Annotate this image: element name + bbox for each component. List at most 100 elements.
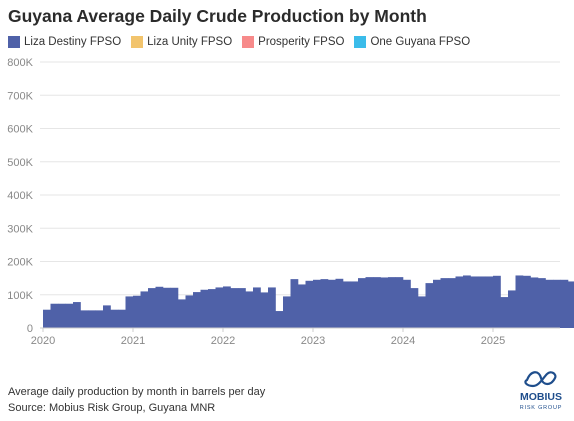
- area-segment: [380, 277, 389, 328]
- area-segment: [395, 277, 404, 328]
- area-segment: [515, 275, 524, 328]
- area-segment: [410, 288, 419, 328]
- footer-note: Average daily production by month in bar…: [8, 386, 266, 398]
- area-segment: [245, 291, 254, 328]
- area-segment: [73, 302, 81, 328]
- area-segment: [208, 289, 216, 328]
- legend-item-liza-unity[interactable]: Liza Unity FPSO: [131, 36, 232, 48]
- area-segment: [433, 279, 441, 328]
- area-segment: [320, 279, 329, 328]
- y-tick-label: 600K: [7, 124, 33, 136]
- x-axis: 2020 2021 2022 2023 2024 2025: [31, 327, 560, 347]
- area-segment: [103, 305, 111, 328]
- area-segment: [170, 287, 179, 328]
- area-segment: [523, 275, 531, 328]
- area-segment: [448, 278, 456, 328]
- chart-title: Guyana Average Daily Crude Production by…: [8, 6, 427, 26]
- y-tick-label: 500K: [7, 157, 33, 169]
- area-segment: [568, 281, 574, 328]
- area-segment: [185, 295, 194, 328]
- x-tick-label: 2025: [481, 335, 505, 347]
- x-tick-label: 2020: [31, 335, 55, 347]
- area-segment: [230, 288, 239, 328]
- area-segment: [298, 284, 306, 328]
- area-segment: [560, 279, 569, 328]
- area-segment: [133, 295, 141, 328]
- area-segment: [163, 287, 171, 328]
- area-segment: [538, 278, 546, 328]
- area-segment: [425, 283, 434, 328]
- area-segment: [313, 279, 321, 328]
- y-tick-label: 700K: [7, 90, 33, 102]
- logo-subtitle: RISK GROUP: [520, 405, 563, 411]
- y-tick-label: 400K: [7, 190, 33, 202]
- area-segment: [80, 310, 89, 328]
- area-segment: [43, 309, 51, 328]
- area-segment: [485, 276, 494, 328]
- area-segment: [223, 286, 231, 328]
- legend-label-liza-destiny: Liza Destiny FPSO: [24, 36, 122, 48]
- area-segment: [178, 299, 186, 328]
- chart-legend: Liza Destiny FPSO Liza Unity FPSO Prospe…: [8, 36, 470, 48]
- area-segment: [403, 279, 411, 328]
- area-segment: [118, 309, 126, 328]
- y-tick-label: 0: [27, 323, 33, 335]
- y-tick-label: 800K: [7, 57, 33, 69]
- area-segment: [140, 291, 149, 328]
- footer-source: Source: Mobius Risk Group, Guyana MNR: [8, 402, 216, 414]
- area-segment: [350, 281, 359, 328]
- x-tick-label: 2024: [391, 335, 415, 347]
- logo-name: MOBIUS: [520, 391, 562, 403]
- legend-item-prosperity[interactable]: Prosperity FPSO: [242, 36, 344, 48]
- area-segment: [335, 278, 344, 328]
- legend-item-liza-destiny[interactable]: Liza Destiny FPSO: [8, 36, 121, 48]
- area-segment: [530, 277, 539, 328]
- legend-swatch-liza-destiny: [8, 36, 20, 48]
- area-segment: [50, 303, 59, 328]
- area-segment: [478, 276, 486, 328]
- area-segment: [193, 292, 201, 328]
- legend-label-liza-unity: Liza Unity FPSO: [147, 36, 233, 48]
- series-areas: [43, 275, 574, 328]
- area-segment: [493, 275, 501, 328]
- y-axis: 0 100K 200K 300K 400K 500K 600K 700K 800K: [7, 57, 33, 335]
- legend-swatch-prosperity: [242, 36, 255, 48]
- area-segment: [418, 296, 426, 328]
- area-segment: [343, 281, 351, 328]
- area-segment: [110, 309, 119, 328]
- y-tick-label: 200K: [7, 257, 33, 269]
- area-segment: [65, 303, 74, 328]
- area-segment: [508, 290, 516, 328]
- area-segment: [328, 279, 336, 328]
- area-segment: [148, 288, 156, 328]
- area-segment: [155, 286, 164, 328]
- area-segment: [58, 303, 66, 328]
- mobius-logo: MOBIUS RISK GROUP: [513, 366, 569, 414]
- area-segment: [545, 279, 554, 328]
- legend-swatch-one-guyana: [354, 36, 367, 48]
- y-tick-label: 300K: [7, 223, 33, 235]
- legend-item-one-guyana[interactable]: One Guyana FPSO: [354, 36, 470, 48]
- legend-swatch-liza-unity: [131, 36, 144, 48]
- area-segment: [125, 296, 134, 328]
- area-segment: [358, 278, 366, 328]
- area-segment: [455, 276, 464, 328]
- area-segment: [268, 287, 276, 328]
- mobius-logo-mark: [524, 371, 557, 388]
- area-segment: [238, 288, 246, 328]
- series-liza-destiny-fpso: [43, 275, 574, 328]
- area-segment: [88, 310, 96, 328]
- x-tick-label: 2022: [211, 335, 235, 347]
- y-tick-label: 100K: [7, 290, 33, 302]
- area-segment: [470, 276, 479, 328]
- area-segment: [275, 311, 284, 328]
- legend-label-one-guyana: One Guyana FPSO: [370, 36, 471, 48]
- area-segment: [373, 277, 381, 328]
- area-segment: [200, 289, 209, 328]
- x-tick-label: 2021: [121, 335, 145, 347]
- x-tick-label: 2023: [301, 335, 325, 347]
- area-segment: [440, 278, 449, 328]
- area-segment: [463, 275, 471, 328]
- area-segment: [365, 277, 374, 328]
